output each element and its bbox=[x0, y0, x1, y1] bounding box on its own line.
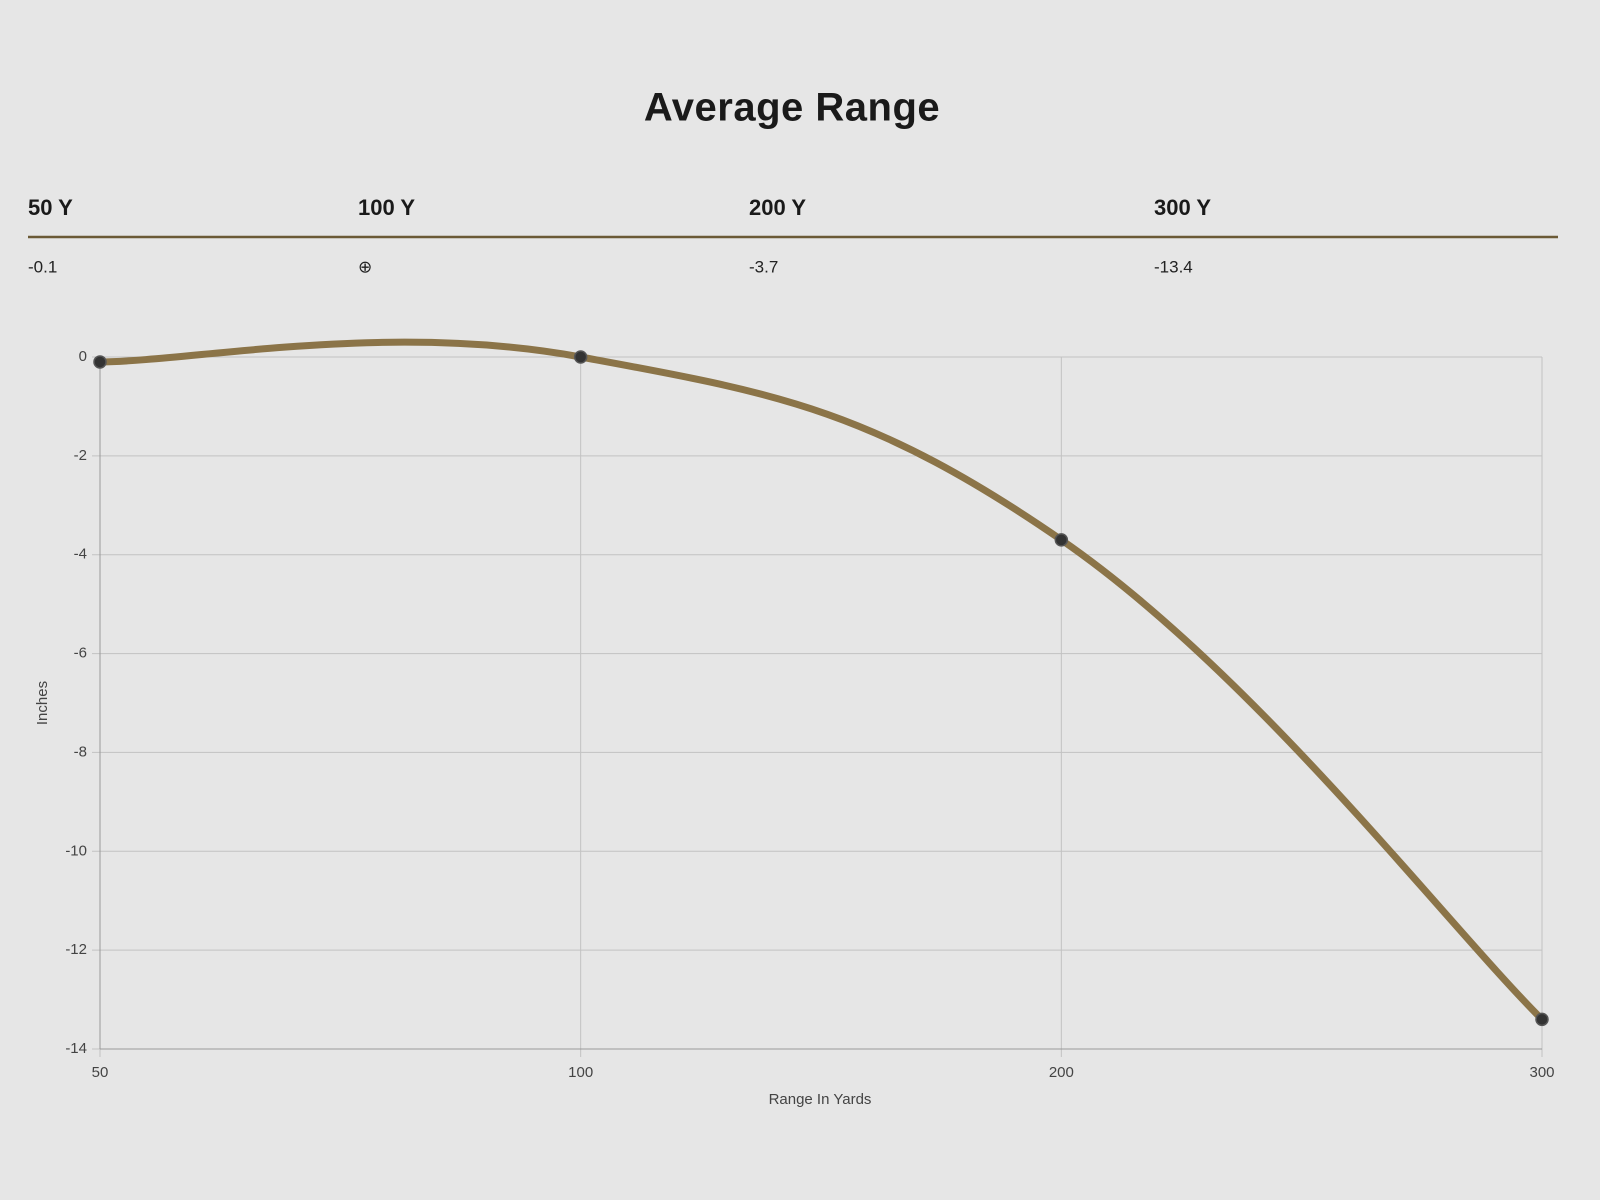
y-tick-label: 0 bbox=[79, 348, 87, 365]
y-tick-label: -12 bbox=[65, 941, 87, 958]
table-cell: -13.4 bbox=[1154, 257, 1193, 276]
point bbox=[1535, 1012, 1549, 1027]
table-header: 50 Y bbox=[28, 195, 73, 220]
table-cell: -0.1 bbox=[28, 257, 57, 276]
chart: Range In Yards Inches 0 -2 -4 -6 -8 -10 -12 -14… bbox=[34, 338, 1555, 1108]
y-tick-label: -6 bbox=[74, 645, 87, 662]
y-axis-title: Inches bbox=[34, 681, 51, 725]
y-tick-label: -2 bbox=[74, 447, 87, 464]
x-tick-label: 100 bbox=[568, 1064, 593, 1081]
table-header: 100 Y bbox=[358, 195, 415, 220]
point bbox=[93, 355, 107, 369]
point bbox=[1054, 533, 1069, 547]
x-tick-label: 300 bbox=[1529, 1064, 1554, 1081]
table-cell: -3.7 bbox=[749, 257, 778, 276]
y-tick-label: -8 bbox=[74, 743, 87, 760]
table-header: 300 Y bbox=[1154, 195, 1211, 220]
x-tick-label: 200 bbox=[1049, 1064, 1074, 1081]
x-tick-label: 50 bbox=[92, 1064, 109, 1081]
y-tick-label: -14 bbox=[65, 1040, 87, 1057]
point bbox=[573, 350, 588, 364]
table: 50 Y 100 Y 200 Y 300 Y -0.1 ⊕ -3.7 -13.4 bbox=[28, 195, 1211, 277]
x-axis-title: Range In Yards bbox=[769, 1091, 872, 1108]
y-tick-label: -10 bbox=[65, 842, 87, 859]
series-line bbox=[96, 338, 1546, 1023]
table-cell: ⊕ bbox=[358, 257, 372, 276]
y-tick-label: -4 bbox=[74, 546, 87, 563]
page-title: Average Range bbox=[644, 86, 940, 130]
table-header: 200 Y bbox=[749, 195, 806, 220]
